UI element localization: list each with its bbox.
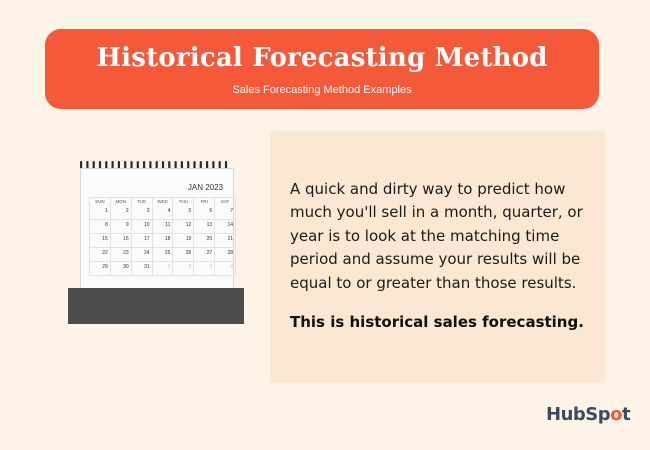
calendar-day: 23 [110,248,132,262]
calendar-month-label: JAN 2023 [187,183,223,192]
logo-text-part2: t [622,404,631,425]
calendar-day: 14 [215,220,236,234]
calendar-day: 20 [194,234,216,248]
title-banner: Historical Forecasting Method Sales Fore… [45,29,599,109]
calendar-day: 29 [90,262,111,276]
calendar-day: 21 [215,234,236,248]
calendar-day: 18 [152,234,174,248]
calendar-day: 4 [152,206,174,220]
calendar-day: 5 [173,206,195,220]
calendar-day: 7 [215,206,236,220]
calendar-day: 15 [90,234,111,248]
calendar-day: 2 [173,262,195,276]
calendar-day: 11 [152,220,174,234]
calendar-day: 17 [131,234,153,248]
calendar-day: 16 [110,234,132,248]
calendar-weekday: TUE [132,198,153,206]
description-text: A quick and dirty way to predict how muc… [290,180,583,292]
calendar-day: 1 [152,262,174,276]
calendar-day: 24 [131,248,153,262]
calendar-day: 22 [90,248,111,262]
calendar-day: 25 [152,248,174,262]
hubspot-logo: HubSpot [546,404,631,426]
calendar-day: 4 [215,262,236,276]
calendar-day: 28 [215,248,236,262]
calendar-day: 27 [194,248,216,262]
calendar-weekday: FRI [194,198,216,206]
calendar-day: 26 [173,248,195,262]
calendar-weekday: WED [153,198,174,206]
calendar-day: 19 [173,234,195,248]
calendar-weekday: THU [173,198,195,206]
calendar-weekday: SAT [215,198,236,206]
calendar-weekday: SUN [90,198,111,206]
calendar-day: 10 [131,220,153,234]
logo-text-part1: HubSp [546,404,611,425]
calendar-day: 9 [110,220,132,234]
calendar-day: 31 [131,262,153,276]
calendar-day: 12 [173,220,195,234]
calendar-day: 3 [131,206,153,220]
calendar-day: 3 [194,262,216,276]
page-subtitle: Sales Forecasting Method Examples [232,84,412,96]
page-title: Historical Forecasting Method [96,43,548,73]
logo-spot: o [610,404,622,425]
calendar-day: 8 [90,220,111,234]
calendar-day: 30 [110,262,132,276]
calendar-image: JAN 2023 SUN MON TUE WED THU FRI SAT 1 2 3 4 5 6 7 8 9 1… [68,160,244,324]
calendar-day: 6 [194,206,216,220]
description-panel: A quick and dirty way to predict how muc… [270,131,605,383]
calendar-page: JAN 2023 SUN MON TUE WED THU FRI SAT 1 2 3 4 5 6 7 8 9 1… [80,168,236,290]
calendar-day: 13 [194,220,216,234]
calendar-day: 1 [90,206,111,220]
calendar-grid: SUN MON TUE WED THU FRI SAT 1 2 3 4 5 6 7 8 9 10 11 12 13 14… [89,197,236,276]
calendar-weekday: MON [111,198,132,206]
emphasis-text: This is historical sales forecasting. [290,313,584,331]
calendar-stand [68,288,244,324]
calendar-day: 2 [110,206,132,220]
